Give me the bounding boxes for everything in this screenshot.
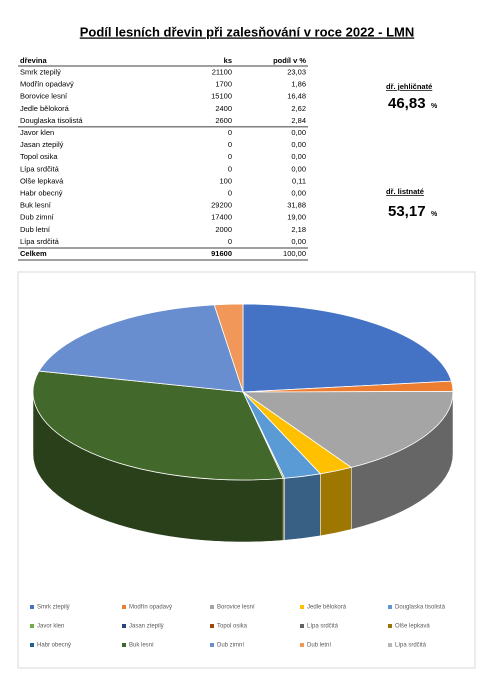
share: 0,00 bbox=[291, 140, 306, 149]
count: 29200 bbox=[211, 201, 232, 210]
share: 0,00 bbox=[291, 237, 306, 246]
legend-swatch bbox=[300, 643, 304, 647]
title: Podíl lesních dřevin při zalesňování v r… bbox=[80, 24, 415, 39]
summary-value: 53,17 bbox=[388, 203, 426, 220]
pie-slice bbox=[241, 390, 454, 468]
pie-side bbox=[320, 467, 352, 537]
summary-value: 46,83 bbox=[388, 95, 426, 112]
share: 0,00 bbox=[291, 152, 306, 161]
total-count: 91600 bbox=[211, 249, 232, 258]
count: 21100 bbox=[212, 67, 232, 76]
species-name: Dub letní bbox=[20, 225, 51, 234]
share: 0,00 bbox=[291, 188, 306, 197]
count: 100 bbox=[219, 176, 232, 185]
column-header: ks bbox=[224, 56, 232, 65]
species-name: Lípa srdčitá bbox=[20, 237, 60, 246]
legend-label: Borovice lesní bbox=[217, 605, 255, 611]
share: 19,00 bbox=[287, 213, 306, 222]
count: 0 bbox=[228, 237, 232, 246]
legend-swatch bbox=[122, 643, 126, 647]
share: 0,00 bbox=[291, 128, 306, 137]
count: 0 bbox=[228, 164, 232, 173]
summary-label: dř. jehličnaté bbox=[386, 82, 432, 91]
summary-unit: % bbox=[431, 211, 438, 218]
species-name: Topol osika bbox=[20, 152, 58, 161]
share: 1,86 bbox=[291, 80, 306, 89]
total-share: 100,00 bbox=[283, 249, 306, 258]
legend-label: Olše lepkavá bbox=[395, 624, 430, 630]
legend-swatch bbox=[210, 624, 214, 628]
share: 16,48 bbox=[287, 92, 306, 101]
species-name: Jedle bělokorá bbox=[20, 104, 70, 113]
legend-swatch bbox=[122, 605, 126, 609]
species-name: Modřín opadavý bbox=[20, 80, 74, 89]
legend-label: Lípa srdčitá bbox=[395, 643, 427, 649]
share: 2,18 bbox=[291, 225, 306, 234]
legend-swatch bbox=[210, 605, 214, 609]
legend-label: Javor klen bbox=[37, 624, 64, 630]
legend-label: Topol osika bbox=[217, 624, 248, 630]
share: 23,03 bbox=[287, 67, 306, 76]
count: 17400 bbox=[211, 213, 232, 222]
species-name: Jasan ztepilý bbox=[20, 140, 64, 149]
species-name: Javor klen bbox=[20, 128, 54, 137]
legend-label: Habr obecný bbox=[37, 643, 71, 649]
species-name: Borovice lesní bbox=[20, 92, 68, 101]
legend-swatch bbox=[300, 605, 304, 609]
species-name: Smrk ztepilý bbox=[20, 67, 61, 76]
legend-swatch bbox=[388, 605, 392, 609]
species-name: Buk lesní bbox=[20, 201, 52, 210]
count: 0 bbox=[228, 152, 232, 161]
count: 2600 bbox=[215, 116, 232, 125]
count: 1700 bbox=[215, 80, 232, 89]
legend-label: Modřín opadavý bbox=[129, 605, 172, 611]
share: 31,88 bbox=[287, 201, 306, 210]
summary-label: dř. listnaté bbox=[386, 187, 424, 196]
species-name: Dub zimní bbox=[20, 213, 55, 222]
count: 2000 bbox=[215, 225, 232, 234]
share: 2,84 bbox=[291, 116, 306, 125]
legend-swatch bbox=[300, 624, 304, 628]
total-label: Celkem bbox=[20, 249, 47, 258]
count: 15100 bbox=[211, 92, 232, 101]
legend-swatch bbox=[122, 624, 126, 628]
share: 0,00 bbox=[291, 164, 306, 173]
legend-swatch bbox=[388, 643, 392, 647]
legend-swatch bbox=[388, 624, 392, 628]
column-header: podíl v % bbox=[273, 56, 306, 65]
count: 2400 bbox=[215, 104, 232, 113]
legend-label: Dub letní bbox=[307, 643, 331, 649]
legend-label: Jedle bělokorá bbox=[307, 605, 347, 611]
legend-label: Jasan ztepilý bbox=[129, 624, 164, 630]
column-header: dřevina bbox=[20, 56, 48, 65]
legend-swatch bbox=[30, 605, 34, 609]
species-name: Habr obecný bbox=[20, 188, 63, 197]
count: 0 bbox=[228, 188, 232, 197]
pie-slice bbox=[38, 304, 244, 393]
legend-label: Douglaska tisolistá bbox=[395, 605, 446, 611]
legend-label: Buk lesní bbox=[129, 643, 154, 649]
count: 0 bbox=[228, 140, 232, 149]
species-name: Douglaska tisolistá bbox=[20, 116, 83, 125]
pie-slice bbox=[32, 370, 284, 481]
species-name: Olše lepkavá bbox=[20, 176, 64, 185]
pie-slice bbox=[213, 303, 244, 393]
legend-swatch bbox=[30, 624, 34, 628]
pie-slice bbox=[242, 303, 452, 393]
legend-swatch bbox=[210, 643, 214, 647]
pie-side bbox=[284, 473, 321, 541]
legend-swatch bbox=[30, 643, 34, 647]
species-name: Lípa srdčitá bbox=[20, 164, 60, 173]
count: 0 bbox=[228, 128, 232, 137]
share: 0,11 bbox=[292, 176, 306, 185]
legend-label: Smrk ztepilý bbox=[37, 605, 70, 611]
summary-unit: % bbox=[431, 103, 438, 110]
share: 2,62 bbox=[291, 104, 306, 113]
legend-label: Lípa srdčitá bbox=[307, 624, 339, 630]
legend-label: Dub zimní bbox=[217, 643, 244, 649]
